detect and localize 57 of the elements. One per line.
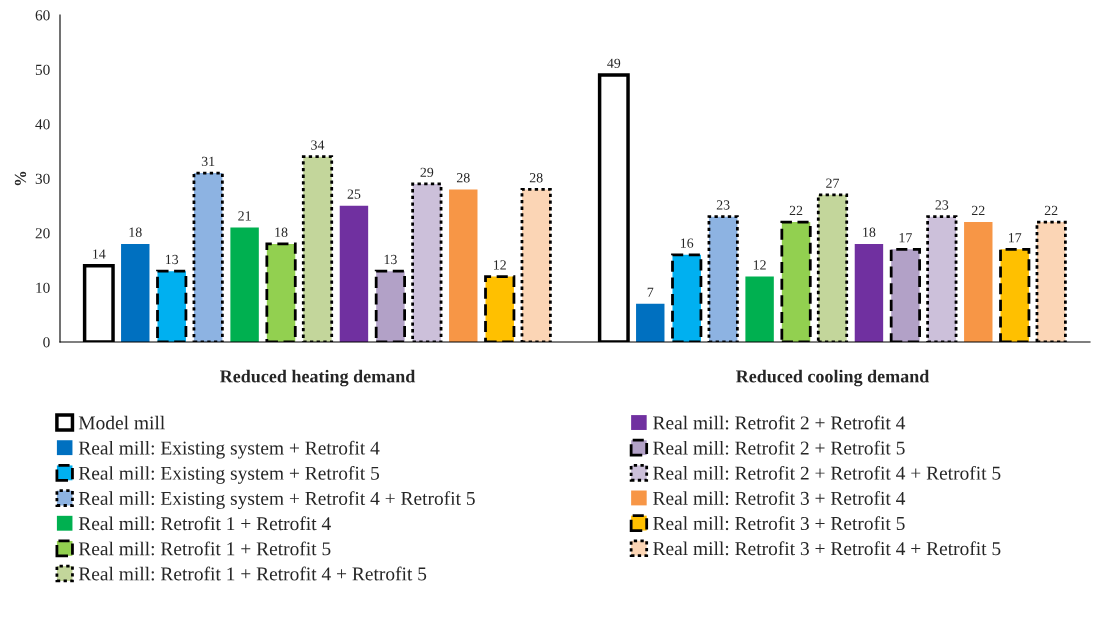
data-label: 17 <box>1009 233 1022 243</box>
bar <box>230 227 259 342</box>
data-label: 22 <box>789 205 803 215</box>
legend-label: Real mill: Existing system + Retrofit 5 <box>78 465 380 484</box>
bar <box>449 189 478 342</box>
data-label: 17 <box>899 233 912 243</box>
data-label: 31 <box>201 156 215 167</box>
y-tick-label: 30 <box>35 173 50 184</box>
legend-label: Model mill <box>78 415 165 430</box>
data-label: 22 <box>971 205 985 215</box>
data-label: 13 <box>165 254 179 265</box>
legend-label: Real mill: Retrofit 1 + Retrofit 5 <box>78 541 331 556</box>
data-label: 29 <box>420 167 434 177</box>
legend-label: Real mill: Retrofit 1 + Retrofit 4 + Retrofit 5 <box>78 566 427 581</box>
bar <box>964 222 993 342</box>
bar <box>636 303 665 342</box>
legend-label: Real mill: Retrofit 2 + Retrofit 5 <box>653 440 905 455</box>
data-label: 12 <box>753 260 766 270</box>
data-label: 18 <box>129 227 142 237</box>
data-label: 22 <box>1044 205 1058 215</box>
data-label: 27 <box>826 178 840 188</box>
legend-label: Real mill: Retrofit 3 + Retrofit 4 <box>653 491 906 505</box>
bar <box>854 243 884 342</box>
data-label: 12 <box>494 260 506 270</box>
y-tick-label: 0 <box>43 337 50 348</box>
data-label: 13 <box>384 254 397 265</box>
data-label: 23 <box>716 200 730 210</box>
data-label: 14 <box>93 249 106 259</box>
data-label: 25 <box>347 189 361 199</box>
legend-label: Real mill: Retrofit 3 + Retrofit 4 + Retrofit 5 <box>653 541 1001 556</box>
y-axis-title: % <box>14 171 27 186</box>
legend-label: Real mill: Retrofit 3 + Retrofit 5 <box>653 516 905 531</box>
y-tick-label: 40 <box>35 119 50 130</box>
y-tick-label: 20 <box>35 228 50 239</box>
data-label: 28 <box>456 173 470 183</box>
bar <box>745 276 774 342</box>
data-label: 16 <box>680 238 694 248</box>
data-label: 49 <box>607 58 621 68</box>
y-tick-label: 10 <box>36 282 50 293</box>
x-tick-label: Reduced heating demand <box>220 369 416 387</box>
data-label: 7 <box>647 287 654 297</box>
bar <box>339 205 369 342</box>
data-label: 34 <box>311 140 325 150</box>
legend-label: Real mill: Retrofit 2 + Retrofit 4 + Retrofit 5 <box>653 465 1001 480</box>
data-label: 18 <box>863 227 876 237</box>
legend-label: Real mill: Existing system + Retrofit 4 + Retrofit 5 <box>78 491 475 510</box>
legend-label: Real mill: Existing system + Retrofit 4 <box>78 440 380 459</box>
data-label: 21 <box>238 211 251 221</box>
y-tick-label: 60 <box>35 10 50 21</box>
bar <box>121 243 150 342</box>
y-tick-label: 50 <box>35 64 50 75</box>
data-label: 23 <box>935 200 949 210</box>
legend-label: Real mill: Retrofit 1 + Retrofit 4 <box>78 516 331 531</box>
legend-label: Real mill: Retrofit 2 + Retrofit 4 <box>653 415 906 430</box>
data-label: 28 <box>529 173 543 183</box>
data-label: 18 <box>275 227 288 237</box>
x-tick-label: Reduced cooling demand <box>736 369 930 387</box>
